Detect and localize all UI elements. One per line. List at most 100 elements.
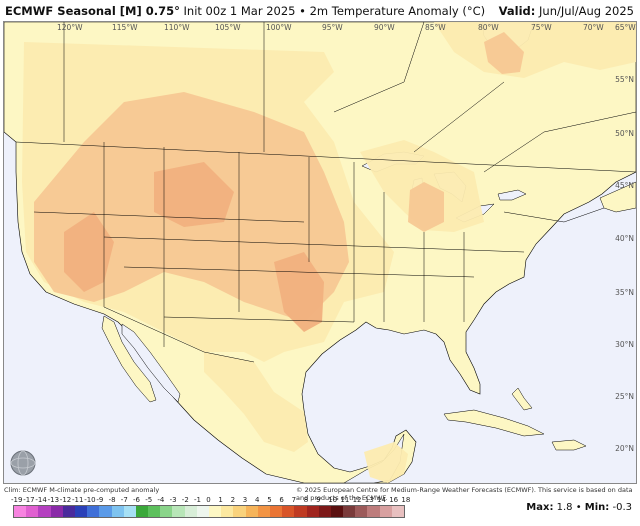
colorbar-swatch	[135, 506, 149, 517]
anomaly-northeast-region	[434, 22, 636, 78]
colorbar-tick-label: -10	[84, 496, 96, 504]
lon-label-105w: 105°W	[215, 23, 241, 32]
colorbar-tick-label: -12	[59, 496, 72, 504]
footer: Clim: ECMWF M-climate pre-computed anoma…	[0, 484, 640, 526]
climatology-note: Clim: ECMWF M-climate pre-computed anoma…	[4, 486, 160, 494]
colorbar-tick-label: 3	[242, 496, 248, 504]
colorbar-swatch	[160, 506, 173, 517]
colorbar-swatch	[38, 506, 51, 517]
colorbar-tick-label: 11	[340, 496, 350, 504]
colorbar-swatch	[184, 506, 197, 517]
colorbar-swatch	[355, 506, 368, 517]
lake-ontario	[497, 189, 527, 201]
colorbar-swatch	[209, 506, 222, 517]
colorbar-swatch	[391, 506, 404, 517]
colorbar-tick-label: -8	[108, 496, 116, 504]
lat-label-55n: 55°N	[615, 75, 634, 84]
colorbar-swatch	[62, 506, 75, 517]
valid-period: Valid: Jun/Jul/Aug 2025	[499, 4, 634, 18]
lat-label-25n: 25°N	[615, 392, 634, 401]
init-time: Init 00z 1 Mar 2025	[183, 4, 296, 18]
colorbar-swatch	[367, 506, 380, 517]
colorbar-tick-label: 2	[230, 496, 236, 504]
lat-label-35n: 35°N	[615, 288, 634, 297]
colorbar-tick-label: -5	[145, 496, 153, 504]
colorbar-tick-label: 6	[279, 496, 284, 504]
colorbar-swatch	[269, 506, 283, 517]
cuba	[443, 409, 545, 437]
colorbar-swatch	[221, 506, 234, 517]
lon-label-115w: 115°W	[112, 23, 138, 32]
lat-label-30n: 30°N	[615, 340, 634, 349]
max-value: 1.8	[556, 502, 573, 513]
hispaniola	[551, 439, 587, 451]
anomaly-mexico-region	[204, 352, 308, 452]
colorbar-legend	[13, 505, 405, 518]
lat-label-45n: 45°N	[615, 181, 634, 190]
anomaly-warm-wyoming	[154, 162, 234, 227]
copyright-note: © 2025 European Centre for Medium-Range …	[296, 486, 633, 502]
lon-label-120w: 120°W	[57, 23, 83, 32]
colorbar-tick-label: 16	[389, 496, 399, 504]
valid-value: Jun/Jul/Aug 2025	[539, 4, 634, 18]
anomaly-moderate-northeast	[484, 32, 524, 74]
colorbar-swatch	[87, 506, 100, 517]
min-label: Min	[584, 502, 606, 513]
colorbar-tick-label: -7	[120, 496, 128, 504]
weatherbell-logo-icon	[10, 450, 36, 476]
political-borders	[15, 22, 636, 363]
colorbar-tick-label: 1	[218, 496, 223, 504]
lat-label-40n: 40°N	[615, 234, 634, 243]
colorbar-tick-label: 13	[364, 496, 374, 504]
lon-label-85w: 85°W	[425, 23, 446, 32]
colorbar-tick-label: 18	[401, 496, 411, 504]
colorbar-swatch	[26, 506, 39, 517]
colorbar-swatch	[294, 506, 307, 517]
colorbar-tick-label: 5	[267, 496, 272, 504]
colorbar-swatch	[306, 506, 319, 517]
lon-label-110w: 110°W	[164, 23, 190, 32]
colorbar-swatch	[99, 506, 112, 517]
colorbar-swatch	[318, 506, 331, 517]
colorbar-tick-label: 0	[206, 496, 211, 504]
colorbar-swatch	[257, 506, 270, 517]
lon-label-75w: 75°W	[531, 23, 552, 32]
colorbar-tick-label: 12	[352, 496, 362, 504]
colorbar-swatch	[50, 506, 63, 517]
min-value: -0.3	[612, 502, 632, 513]
lon-label-95w: 95°W	[322, 23, 343, 32]
colorbar-swatch	[379, 506, 392, 517]
baja-california	[101, 315, 157, 403]
colorbar-tick-label: -6	[133, 496, 140, 504]
lat-label-50n: 50°N	[615, 129, 634, 138]
colorbar-swatch	[148, 506, 161, 517]
colorbar-tick-label: 7	[291, 496, 297, 504]
weatherbell-logo	[8, 448, 68, 478]
colorbar-tick-label: -2	[181, 496, 189, 504]
colorbar-swatch	[330, 506, 344, 517]
lon-label-80w: 80°W	[478, 23, 499, 32]
colorbar-tick-label: 8	[303, 496, 309, 504]
gulf-of-california	[121, 323, 181, 403]
colorbar-swatch	[111, 506, 124, 517]
colorbar-swatch	[245, 506, 258, 517]
colorbar-swatch	[172, 506, 185, 517]
lon-label-65w: 65°W	[615, 23, 636, 32]
colorbar-swatch	[233, 506, 246, 517]
colorbar-tick-label: 14	[377, 496, 386, 504]
colorbar-swatch	[343, 506, 356, 517]
colorbar-tick-label: 10	[328, 496, 338, 504]
colorbar-tick-label: -13	[47, 496, 60, 504]
anomaly-moderate-michigan	[408, 182, 444, 232]
colorbar-tick-label: -17	[23, 496, 35, 504]
colorbar-tick-label: -1	[194, 496, 201, 504]
map-title: ECMWF Seasonal [M] 0.75° Init 00z 1 Mar …	[5, 4, 485, 18]
colorbar-tick-label: -3	[169, 496, 177, 504]
header-bar: ECMWF Seasonal [M] 0.75° Init 00z 1 Mar …	[0, 0, 640, 21]
lon-label-70w: 70°W	[583, 23, 604, 32]
map-canvas	[4, 22, 636, 483]
colorbar-swatch	[14, 506, 27, 517]
max-min-readout: Max: 1.8 • Min: -0.3	[526, 502, 632, 513]
anomaly-yucatan-region	[364, 442, 408, 483]
colorbar-tick-label: -4	[157, 496, 165, 504]
